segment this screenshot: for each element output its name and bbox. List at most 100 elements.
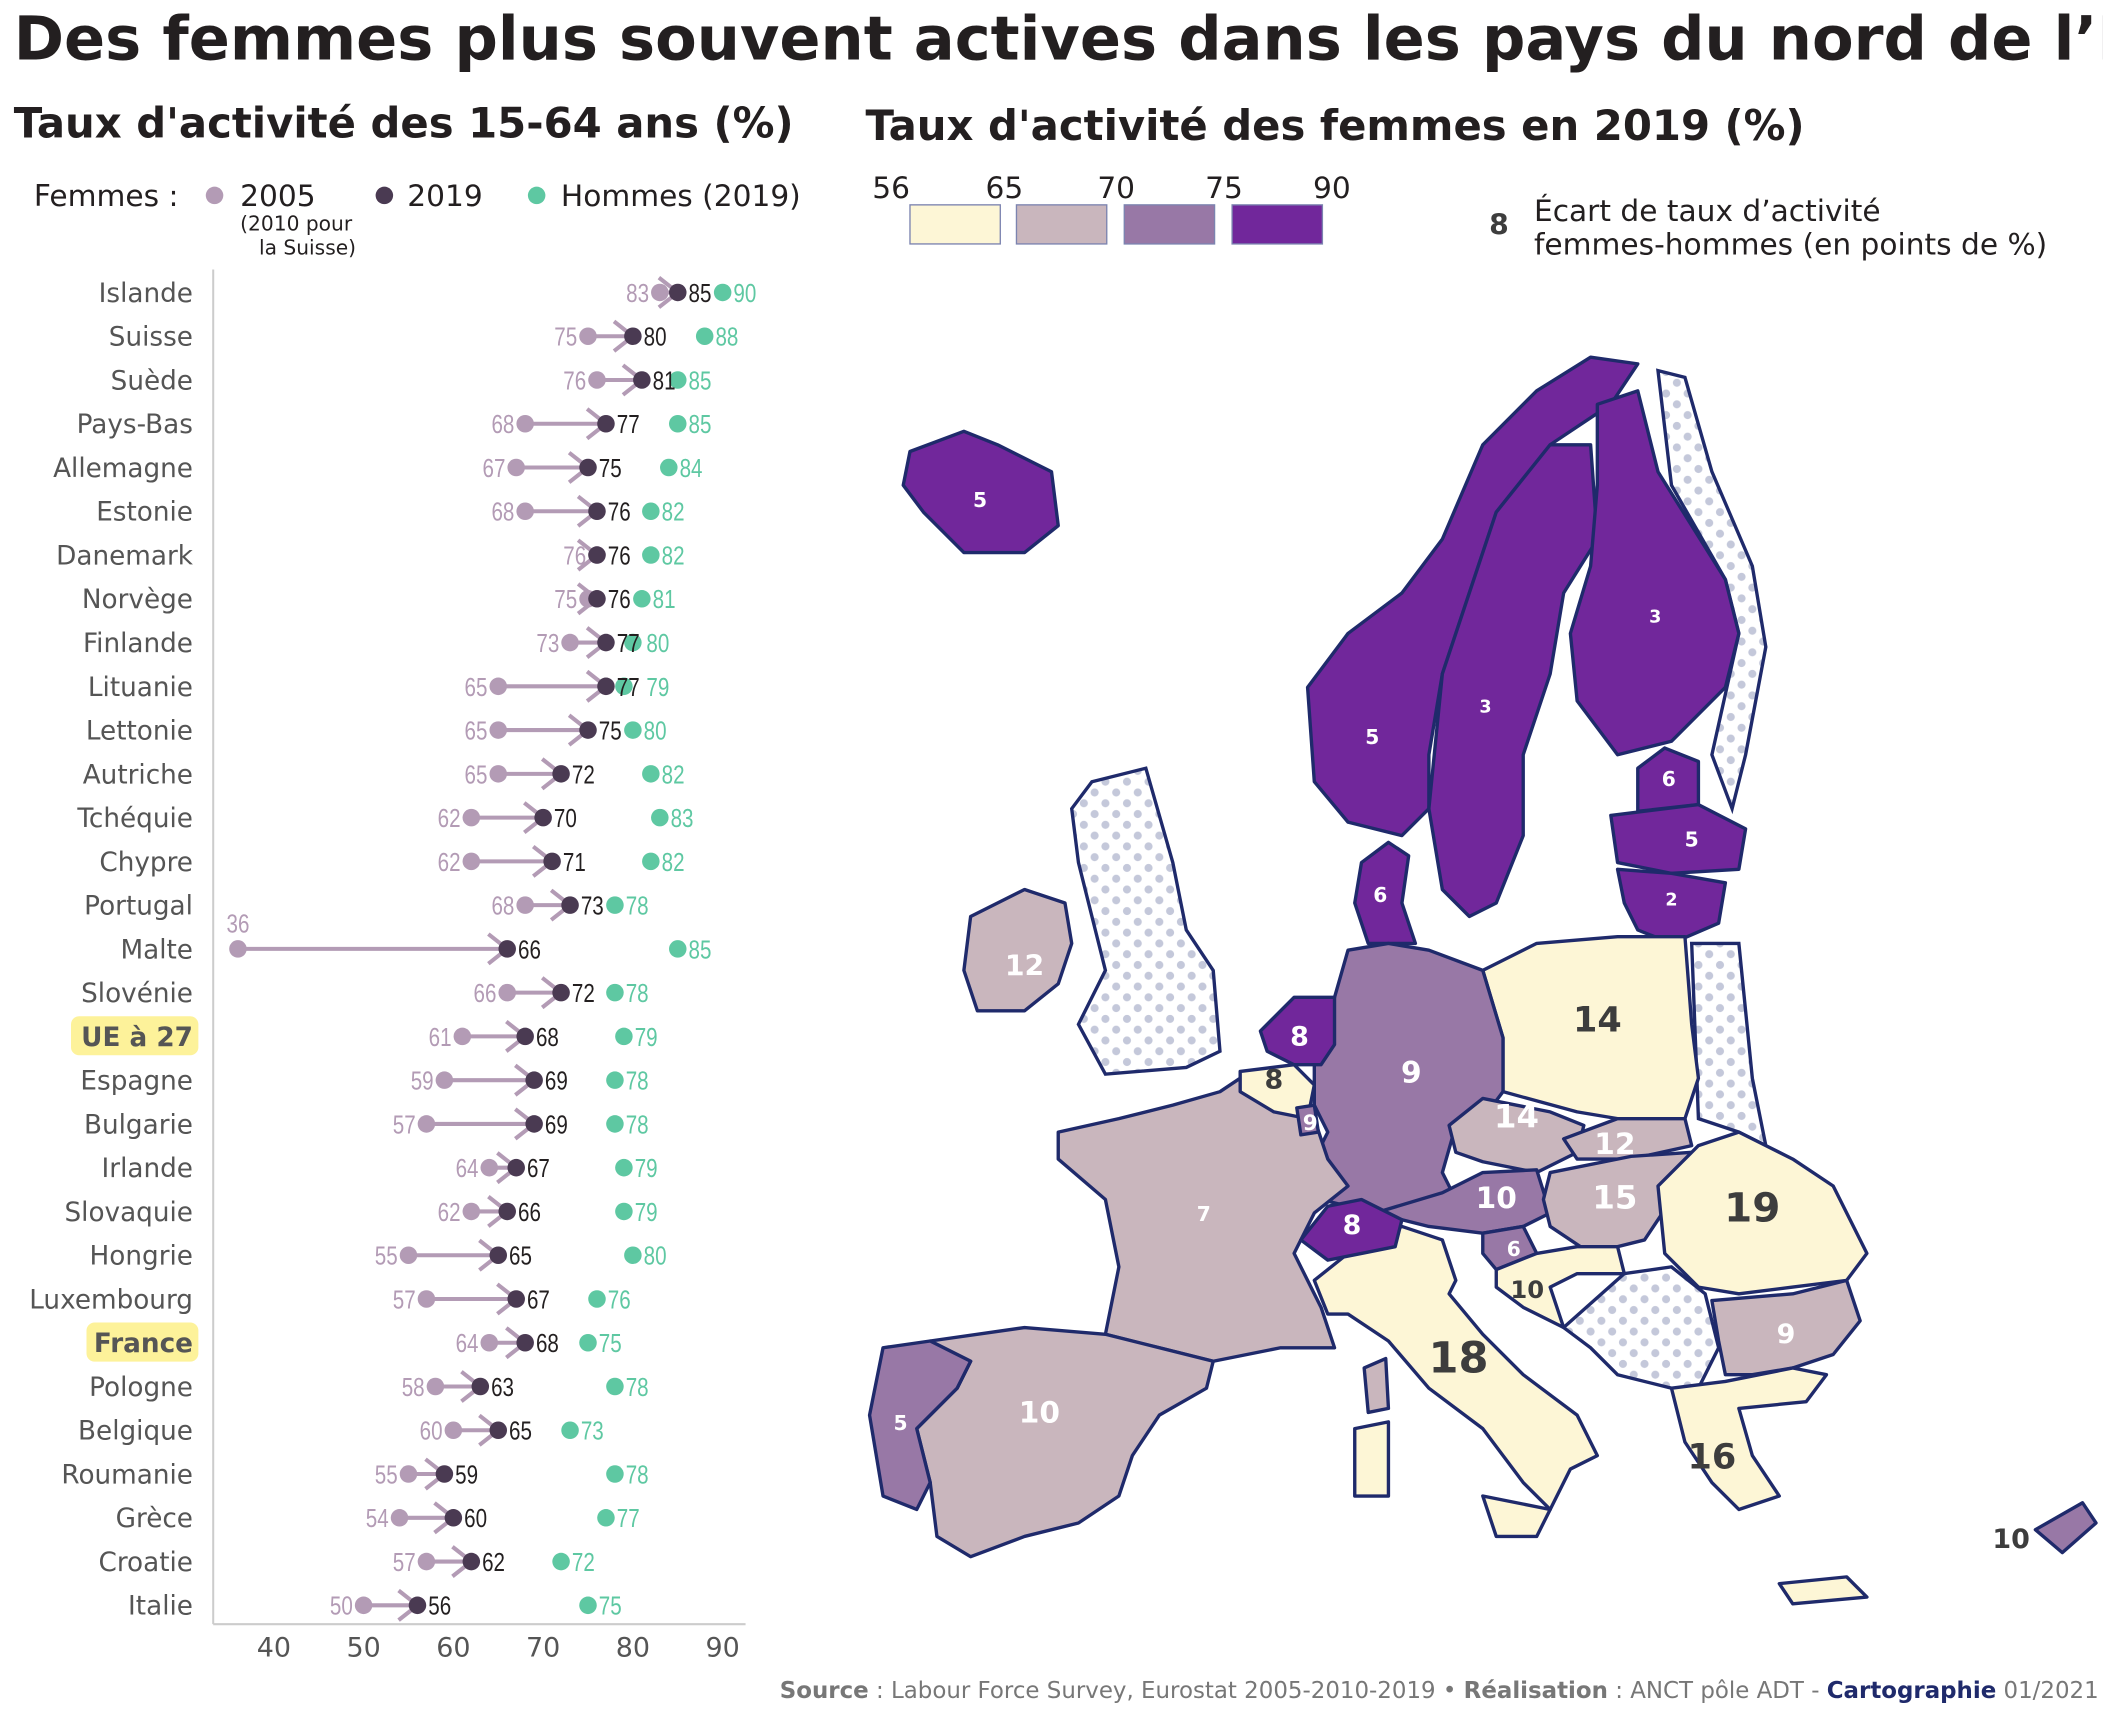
- country-grece[interactable]: [1669, 1366, 1829, 1512]
- dot-2019: [444, 1509, 463, 1527]
- highlight-badge: [86, 1322, 199, 1362]
- value-2005: 65: [465, 674, 488, 702]
- legend-break: 75: [1205, 170, 1243, 205]
- value-2019: 80: [644, 324, 667, 352]
- gap-label-roumanie: 19: [1724, 1183, 1780, 1231]
- country-lettonie[interactable]: [1609, 802, 1748, 876]
- country-france[interactable]: [1056, 1076, 1350, 1363]
- dot-2005: [480, 1333, 499, 1352]
- value-2019: 69: [545, 1068, 568, 1096]
- legend-break: 70: [1097, 170, 1135, 205]
- country-chypre[interactable]: [2033, 1501, 2098, 1555]
- country-bulgarie[interactable]: [1710, 1278, 1862, 1377]
- highlight-badge: [71, 1016, 199, 1056]
- value-2019: 76: [608, 586, 631, 614]
- non-eu-east: [1689, 941, 1769, 1149]
- value-2005: 83: [626, 280, 649, 308]
- chart-row: Allemagne 67 75 84: [53, 451, 703, 484]
- value-2005: 57: [393, 1286, 416, 1314]
- chart-row: Bulgarie 57 69 78: [84, 1107, 649, 1140]
- country-suisse[interactable]: [1299, 1197, 1404, 1262]
- x-tick-label: 50: [346, 1633, 380, 1664]
- gap-label-autriche: 10: [1476, 1180, 1517, 1215]
- gap-label-islande: 5: [973, 488, 987, 512]
- dot-2019: [579, 721, 597, 739]
- value-2019: 66: [518, 936, 541, 964]
- country-label: Croatie: [98, 1548, 192, 1578]
- chart-row: Roumanie 55 59 78: [61, 1457, 649, 1490]
- value-2005: 54: [366, 1505, 389, 1533]
- cartographie-label: Cartographie: [1827, 1678, 1997, 1704]
- dot-2019: [534, 808, 552, 827]
- value-2019: 75: [599, 718, 622, 746]
- value-men-2019: 84: [680, 455, 703, 483]
- country-italie-sardaigne[interactable]: [1353, 1420, 1391, 1498]
- value-2019: 59: [455, 1461, 478, 1489]
- country-label: Finlande: [83, 629, 193, 659]
- country-luxembourg[interactable]: [1295, 1103, 1321, 1137]
- dot-men-2019: [597, 1509, 615, 1527]
- gap-label-chypre: 10: [1992, 1524, 2029, 1555]
- value-men-2019: 83: [671, 805, 694, 833]
- dot-2005: [480, 1158, 499, 1177]
- country-hongrie[interactable]: [1541, 1150, 1694, 1256]
- country-label: Malte: [120, 935, 193, 965]
- country-danemark[interactable]: [1353, 840, 1418, 946]
- value-2005: 68: [491, 499, 514, 527]
- country-estonie[interactable]: [1636, 746, 1701, 814]
- dot-2005: [417, 1552, 436, 1571]
- value-2005: 68: [491, 411, 514, 439]
- dot-men-2019: [642, 765, 660, 783]
- country-croatie[interactable]: [1494, 1244, 1626, 1330]
- country-grece-crete[interactable]: [1777, 1575, 1869, 1606]
- x-tick-label: 80: [616, 1633, 650, 1664]
- value-2019: 56: [428, 1593, 451, 1621]
- country-portugal[interactable]: [867, 1339, 973, 1512]
- dot-2019: [597, 414, 615, 433]
- country-suede[interactable]: [1427, 443, 1600, 919]
- chart-row: Irlande 64 67 79: [102, 1151, 658, 1184]
- country-italie[interactable]: [1312, 1224, 1600, 1512]
- value-men-2019: 73: [581, 1418, 604, 1446]
- value-men-2019: 90: [733, 280, 756, 308]
- country-france-corse[interactable]: [1362, 1356, 1391, 1415]
- country-label: Irlande: [102, 1154, 193, 1184]
- chart-row: Suède 76 81 85: [111, 363, 711, 396]
- value-men-2019: 81: [653, 586, 676, 614]
- dot-men-2019: [651, 808, 669, 827]
- dot-men-2019: [615, 677, 633, 696]
- value-2019: 62: [482, 1549, 505, 1577]
- country-italie-sicile[interactable]: [1481, 1494, 1552, 1539]
- value-2019: 85: [689, 280, 712, 308]
- country-roumanie[interactable]: [1656, 1130, 1869, 1296]
- country-paysbas[interactable]: [1258, 995, 1337, 1067]
- chart-row: Autriche 65 72 82: [83, 757, 685, 790]
- country-irlande[interactable]: [962, 887, 1074, 1013]
- country-label: Luxembourg: [29, 1285, 193, 1315]
- legend-swatch-56-65: [909, 204, 1001, 245]
- dot-2019: [561, 896, 579, 914]
- gap-label-luxembourg: 9: [1303, 1111, 1318, 1136]
- dot-2005: [561, 633, 579, 652]
- country-finlande[interactable]: [1568, 389, 1741, 757]
- dot-men-2019: [606, 896, 624, 914]
- country-lituanie[interactable]: [1615, 867, 1728, 946]
- gap-label-italie: 18: [1429, 1334, 1489, 1384]
- dot-men-2019: [695, 327, 714, 345]
- dot-men-2019: [615, 1027, 633, 1046]
- dot-2019: [597, 633, 615, 652]
- legend-prefix: Femmes :: [34, 178, 179, 213]
- gap-label-croatie: 10: [1510, 1275, 1544, 1304]
- value-men-2019: 82: [662, 542, 685, 570]
- country-islande[interactable]: [901, 429, 1060, 555]
- value-men-2019: 79: [646, 674, 669, 702]
- chart-row: Slovaquie 62 66 79: [65, 1195, 658, 1228]
- gap-label-paysbas: 8: [1290, 1021, 1309, 1052]
- country-slovaquie[interactable]: [1561, 1116, 1694, 1161]
- value-men-2019: 72: [572, 1549, 595, 1577]
- legend-swatch-75-90: [1231, 204, 1324, 245]
- dot-2005: [417, 1115, 436, 1133]
- gap-label-espagne: 10: [1019, 1394, 1060, 1429]
- dot-men-2019: [633, 590, 651, 608]
- source-label: Source: [780, 1678, 869, 1704]
